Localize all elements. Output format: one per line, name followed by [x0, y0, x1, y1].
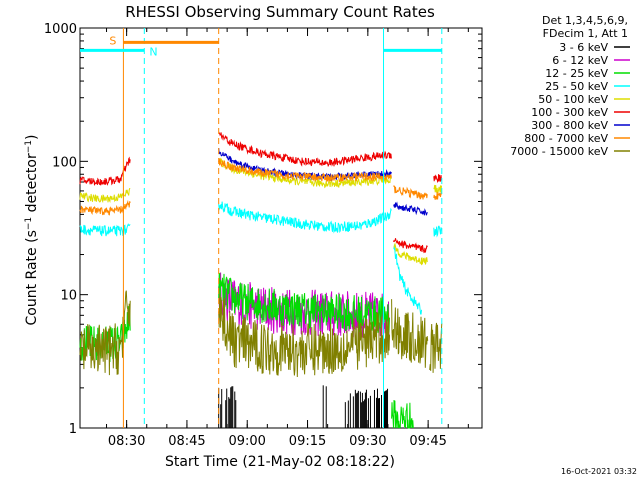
legend-entry-label: 25 - 50 keV	[545, 80, 608, 93]
series-line	[393, 184, 428, 200]
series-line	[393, 242, 428, 266]
plot-frame	[79, 27, 483, 429]
footer-date: 16-Oct-2021 03:32	[561, 467, 637, 476]
legend-header: Det 1,3,4,5,6,9,	[542, 14, 628, 27]
series-100-300-kev	[79, 131, 442, 254]
x-tick-label: 08:30	[108, 434, 145, 449]
series-line	[79, 188, 131, 204]
series-line	[218, 201, 392, 234]
legend-entry-label: 3 - 6 keV	[559, 41, 608, 54]
series-line	[393, 244, 422, 315]
legend-entry-label: 7000 - 15000 keV	[510, 145, 608, 158]
y-tick-label: 10	[60, 289, 77, 304]
series-line	[433, 191, 442, 200]
x-tick-label: 09:30	[349, 434, 386, 449]
legend-header: FDecim 1, Att 1	[543, 27, 628, 40]
series-line	[79, 290, 131, 376]
flag-s-label: S	[109, 34, 116, 47]
series-line	[391, 299, 429, 368]
series-line	[79, 199, 131, 216]
series-line	[79, 156, 131, 186]
x-axis-label: Start Time (21-May-02 08:18:22)	[165, 454, 395, 470]
series-layer	[79, 131, 443, 429]
series-line	[393, 238, 428, 254]
series-line	[79, 223, 131, 237]
series-3-6-kev	[218, 385, 389, 428]
series-line	[429, 322, 443, 373]
y-axis-label: Count Rate (s−1 detector−1)	[24, 135, 40, 326]
y-tick-label: 100	[52, 155, 77, 170]
series-line	[391, 399, 414, 429]
flag-n-label: N	[149, 45, 157, 58]
series-line	[433, 174, 442, 184]
legend-entry-label: 50 - 100 keV	[538, 93, 608, 106]
legend-entry-label: 100 - 300 keV	[531, 106, 608, 119]
x-tick-label: 09:45	[409, 434, 446, 449]
legend: Det 1,3,4,5,6,9,FDecim 1, Att 13 - 6 keV…	[510, 14, 630, 158]
y-tick-label: 1000	[44, 22, 77, 37]
series-line	[218, 158, 392, 183]
x-tick-label: 08:45	[168, 434, 205, 449]
x-tick-label: 09:00	[228, 434, 265, 449]
series-800-7000-kev	[79, 158, 442, 216]
series-line	[393, 201, 428, 216]
annotation-layer: NS	[80, 28, 443, 428]
series-line	[218, 131, 392, 167]
legend-entry-label: 12 - 25 keV	[545, 67, 608, 80]
series-7000-15000-kev	[79, 290, 443, 378]
legend-entry-label: 300 - 800 keV	[531, 119, 608, 132]
x-tick-label: 09:15	[289, 434, 326, 449]
series-line	[433, 225, 442, 238]
axes: 1 10 100 1000 08:30 08:45 09:00 09:15 09:30 09:45	[44, 22, 483, 449]
legend-entry-label: 6 - 12 keV	[552, 54, 608, 67]
legend-entry-label: 800 - 7000 keV	[524, 132, 608, 145]
y-tick-label: 1	[69, 422, 77, 437]
chart-title: RHESSI Observing Summary Count Rates	[125, 3, 435, 21]
series-25-50-kev	[79, 201, 442, 315]
series-line	[218, 294, 390, 378]
